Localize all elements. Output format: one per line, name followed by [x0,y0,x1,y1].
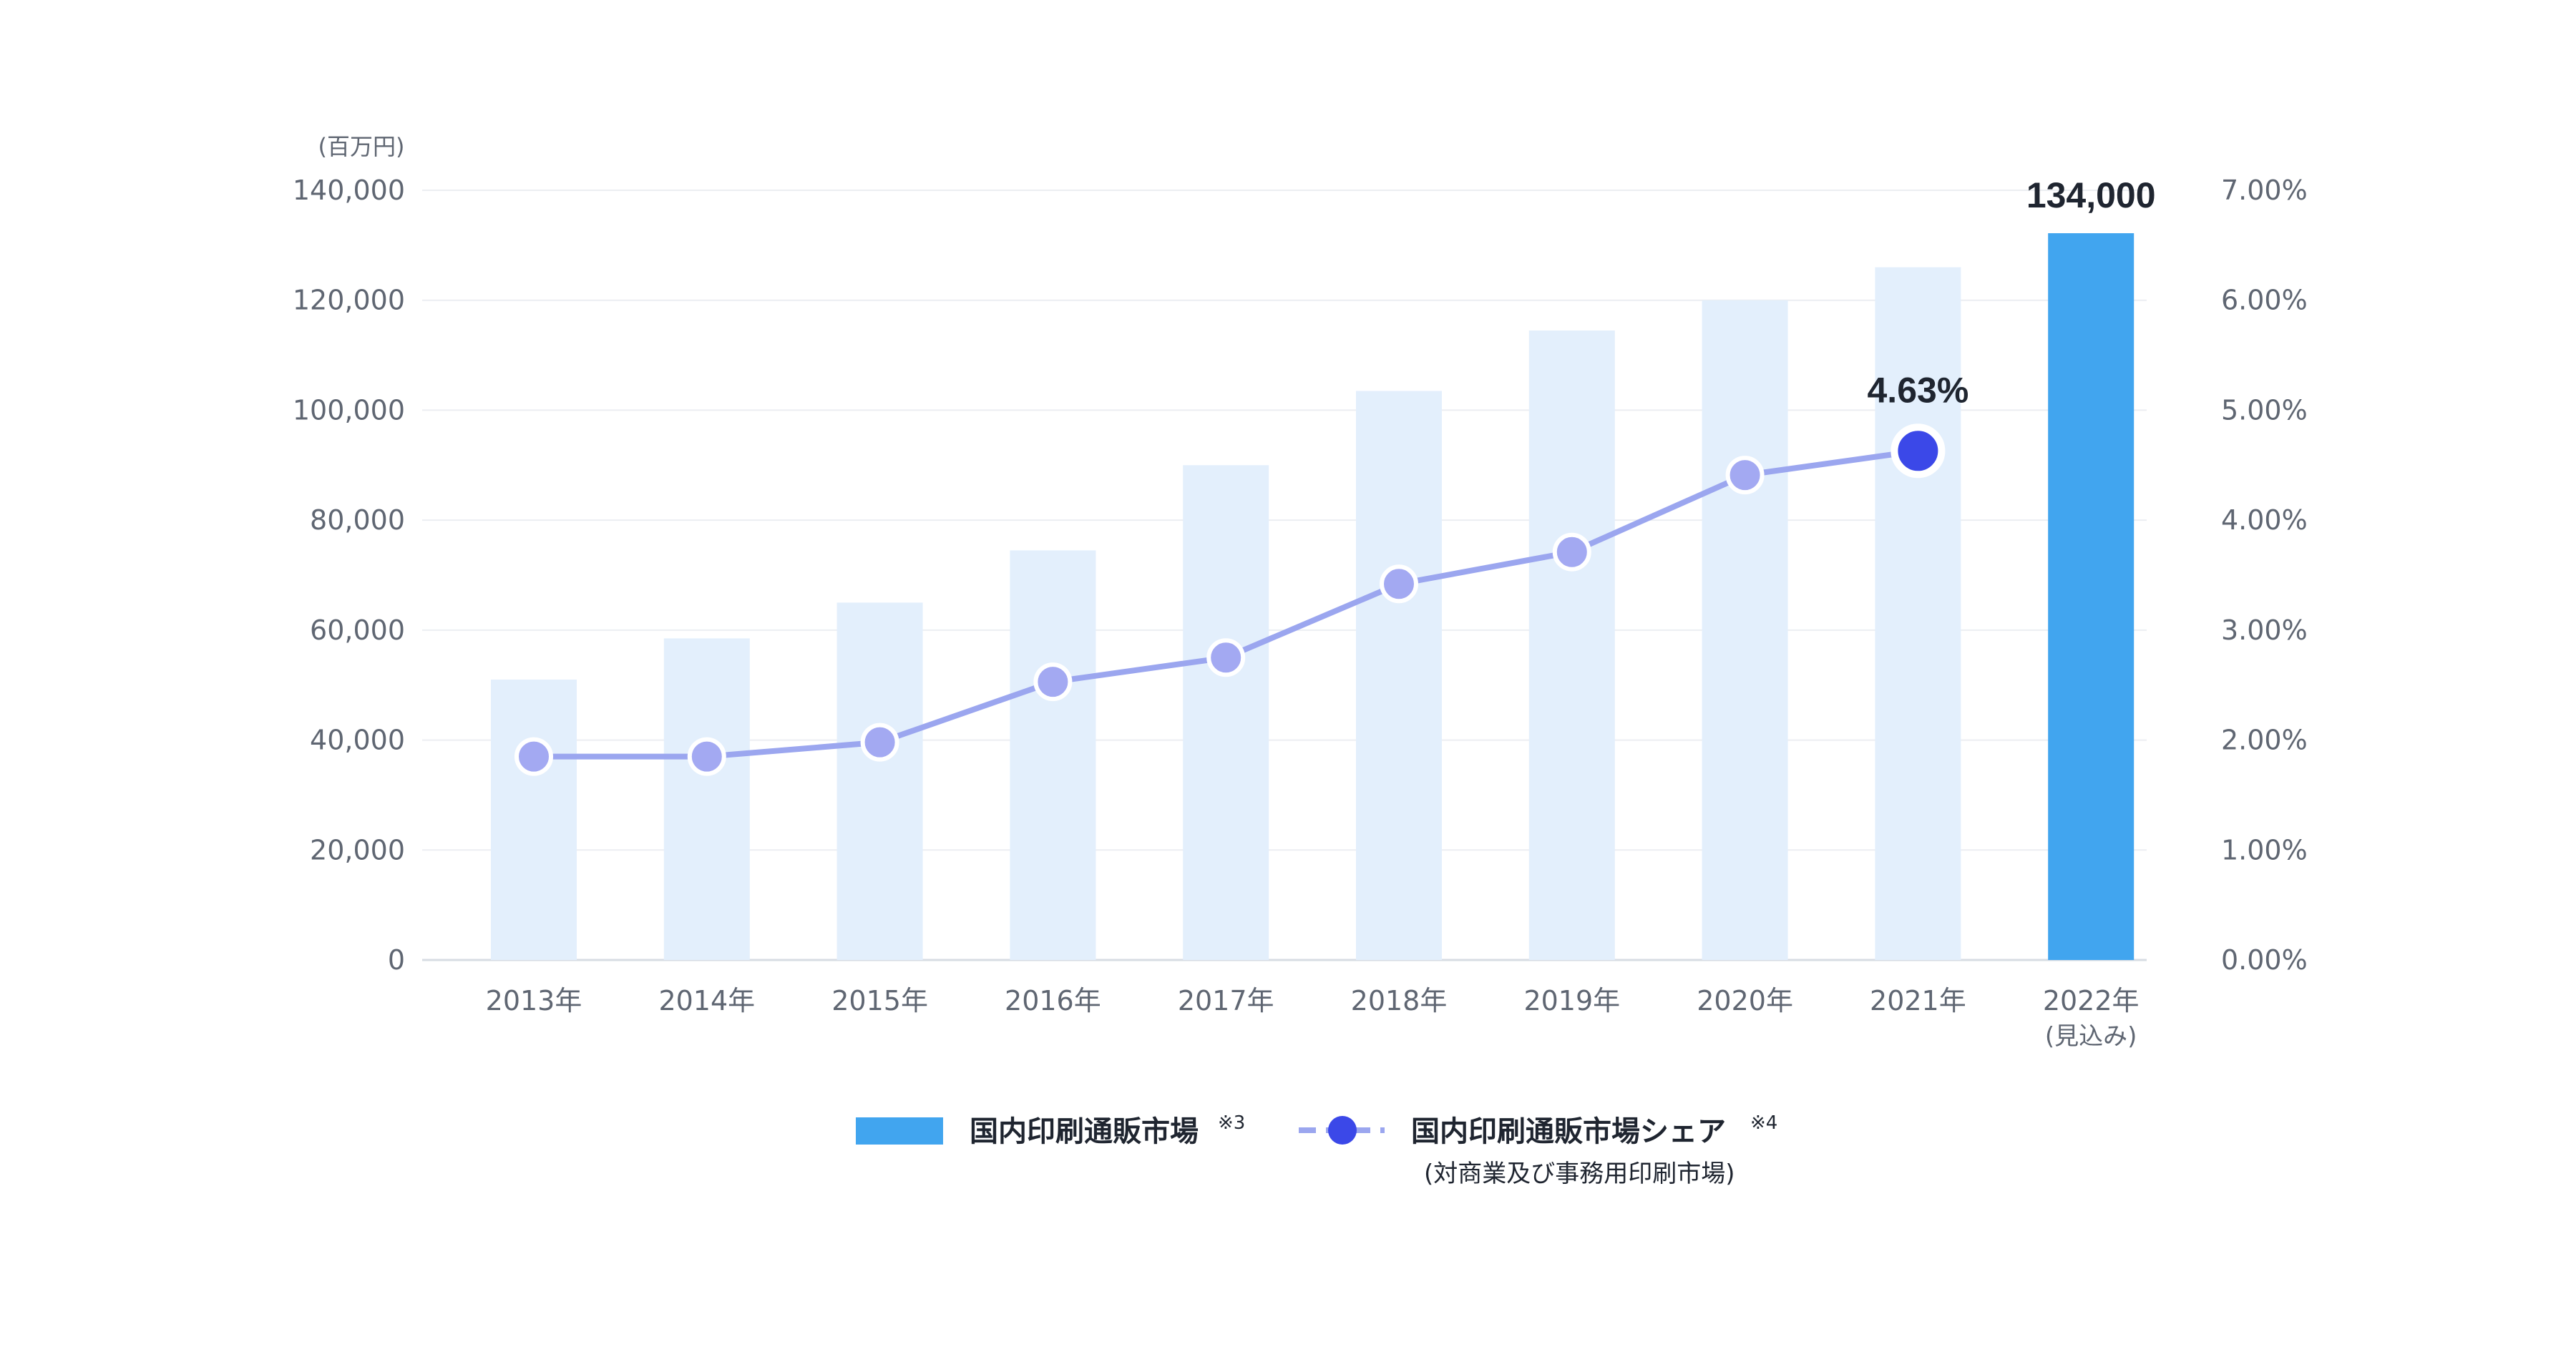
y-left-tick-label: 20,000 [310,834,405,866]
y-left-tick-label: 40,000 [310,725,405,756]
share-value-callout: 4.63% [1868,370,1969,410]
share-point [1380,564,1418,604]
legend-line-sublabel: (対商業及び事務用印刷市場) [1424,1160,1735,1188]
x-tick-label: 2018年 [1351,985,1448,1017]
x-tick-label: 2021年 [1870,985,1966,1017]
share-point [1725,456,1765,495]
bar [836,602,923,960]
y-right-tick-label: 6.00% [2221,285,2308,316]
x-tick-label: 2019年 [1523,985,1620,1017]
legend: 国内印刷通販市場 ※3 国内印刷通販市場シェア ※4 (対商業及び事務用印刷市場… [856,1112,1777,1188]
x-tick-label: 2016年 [1005,985,1101,1017]
y-left-tick-label: 0 [388,944,405,976]
x-tick-label: 2015年 [831,985,928,1017]
bar [1702,300,1788,960]
x-tick-label: 2022年 [2043,985,2140,1017]
bar [1010,550,1096,960]
y-left-tick-label: 120,000 [293,285,405,316]
share-point [1552,532,1591,572]
bar [1183,465,1269,960]
bar-value-callout: 134,000 [2026,175,2156,215]
y-left-unit: (百万円) [318,133,405,160]
bar [1528,330,1615,960]
y-right-tick-label: 4.00% [2221,504,2308,536]
share-point [1206,638,1246,677]
bar [491,680,577,960]
y-right-tick-label: 1.00% [2221,834,2308,866]
bar [2048,233,2135,960]
share-point [687,737,726,776]
x-tick-label: 2013年 [486,985,582,1017]
share-point [1033,662,1073,702]
x-tick-label: 2020年 [1697,985,1793,1017]
legend-line-label: 国内印刷通販市場シェア [1411,1115,1726,1148]
labels: (百万円) 0 0.00% 20,000 1.00% 40,000 2.00% 60,000… [293,133,2308,1051]
bar [1356,391,1442,960]
y-left-tick-label: 60,000 [310,614,405,646]
y-left-tick-label: 80,000 [310,504,405,536]
y-right-tick-label: 5.00% [2221,394,2308,426]
legend-bar-swatch [856,1117,943,1145]
legend-bar-note: ※3 [1218,1112,1245,1134]
y-left-tick-label: 140,000 [293,175,405,206]
legend-point-swatch [1328,1116,1357,1145]
y-right-tick-label: 3.00% [2221,614,2308,646]
x-tick-sublabel: (見込み) [2045,1022,2137,1051]
x-tick-label: 2017年 [1178,985,1274,1017]
y-left-tick-label: 100,000 [293,394,405,426]
share-point [1890,423,1946,479]
y-right-tick-label: 0.00% [2221,944,2308,976]
share-points [514,423,1946,776]
share-point [860,722,899,762]
legend-line-note: ※4 [1750,1112,1777,1134]
y-right-tick-label: 7.00% [2221,175,2308,206]
legend-bar-label: 国内印刷通販市場 [970,1115,1199,1148]
x-tick-label: 2014年 [658,985,755,1017]
bar [1875,267,1961,961]
bars [491,233,2135,961]
bar [663,638,750,960]
share-point [514,737,553,776]
y-right-tick-label: 2.00% [2221,725,2308,756]
